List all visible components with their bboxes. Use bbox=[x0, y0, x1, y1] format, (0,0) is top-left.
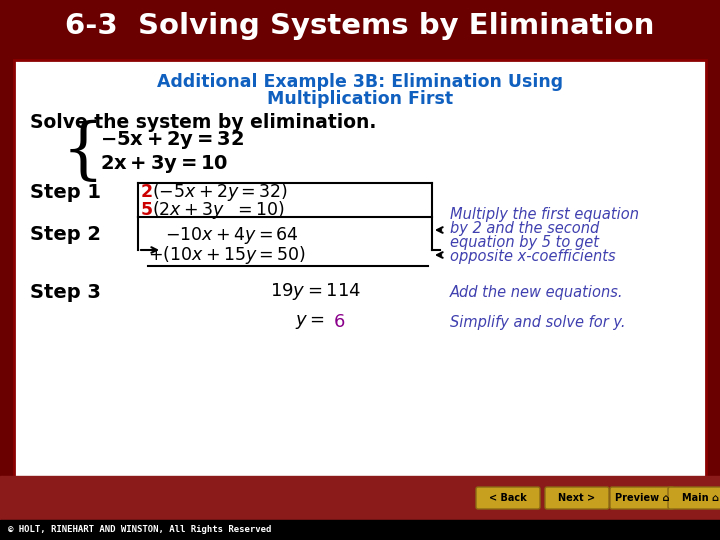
Text: {: { bbox=[62, 119, 104, 185]
Text: opposite x-coefficients: opposite x-coefficients bbox=[450, 249, 616, 265]
Text: Additional Example 3B: Elimination Using: Additional Example 3B: Elimination Using bbox=[157, 73, 563, 91]
Text: $-10x + 4y = 64$: $-10x + 4y = 64$ bbox=[165, 225, 299, 246]
Text: Step 2: Step 2 bbox=[30, 226, 101, 245]
Text: $19y = 114$: $19y = 114$ bbox=[270, 281, 361, 302]
Text: $\mathbf{-5x + 2y = 32}$: $\mathbf{-5x + 2y = 32}$ bbox=[100, 129, 244, 151]
FancyBboxPatch shape bbox=[610, 487, 674, 509]
Text: $\mathbf{2x + 3y = 10}$: $\mathbf{2x + 3y = 10}$ bbox=[100, 153, 228, 175]
Text: Multiply the first equation: Multiply the first equation bbox=[450, 207, 639, 222]
FancyBboxPatch shape bbox=[476, 487, 540, 509]
Text: by 2 and the second: by 2 and the second bbox=[450, 221, 599, 237]
Text: © HOLT, RINEHART AND WINSTON, All Rights Reserved: © HOLT, RINEHART AND WINSTON, All Rights… bbox=[8, 525, 271, 535]
Bar bbox=[0, 476, 720, 520]
Text: Simplify and solve for y.: Simplify and solve for y. bbox=[450, 314, 626, 329]
Text: Step 1: Step 1 bbox=[30, 183, 101, 201]
Text: Step 3: Step 3 bbox=[30, 282, 101, 301]
Text: $+(10x + 15y = 50)$: $+(10x + 15y = 50)$ bbox=[148, 244, 306, 266]
Text: $y = $: $y = $ bbox=[295, 313, 325, 331]
Text: $(-5x + 2y = 32)$: $(-5x + 2y = 32)$ bbox=[152, 181, 288, 203]
Text: Add the new equations.: Add the new equations. bbox=[450, 285, 624, 300]
Bar bbox=[14, 60, 706, 496]
Text: equation by 5 to get: equation by 5 to get bbox=[450, 235, 599, 251]
FancyBboxPatch shape bbox=[545, 487, 609, 509]
Text: $6$: $6$ bbox=[333, 313, 346, 331]
Text: 6-3  Solving Systems by Elimination: 6-3 Solving Systems by Elimination bbox=[66, 12, 654, 40]
Bar bbox=[0, 520, 720, 540]
Bar bbox=[0, 0, 720, 52]
Text: Solve the system by elimination.: Solve the system by elimination. bbox=[30, 112, 377, 132]
Text: 2: 2 bbox=[141, 183, 153, 201]
Text: Main ⌂: Main ⌂ bbox=[682, 493, 719, 503]
Text: < Back: < Back bbox=[489, 493, 527, 503]
FancyBboxPatch shape bbox=[668, 487, 720, 509]
Text: 5: 5 bbox=[141, 201, 153, 219]
Text: Next >: Next > bbox=[559, 493, 595, 503]
Text: Preview ⌂: Preview ⌂ bbox=[615, 493, 670, 503]
Text: Multiplication First: Multiplication First bbox=[267, 90, 453, 108]
Text: $(2x + 3y\ \ = 10)$: $(2x + 3y\ \ = 10)$ bbox=[152, 199, 285, 221]
